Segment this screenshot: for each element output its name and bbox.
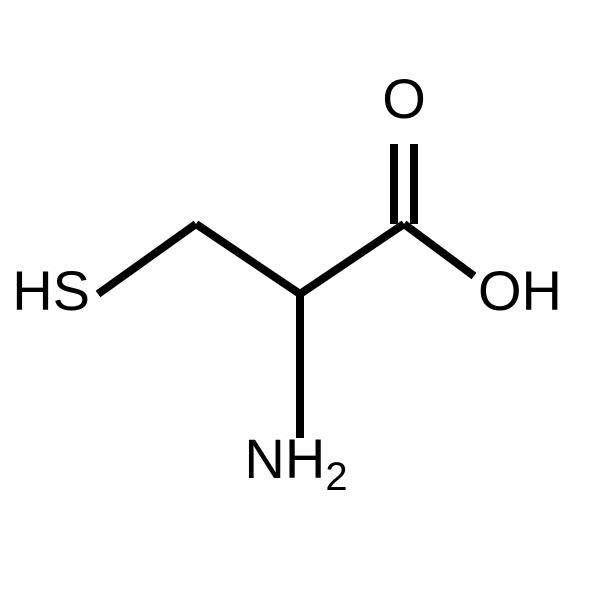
bond-line (98, 224, 196, 294)
bond-line (196, 224, 300, 294)
atom-label-HS: HS (12, 259, 90, 322)
atom-label-OH: OH (478, 259, 562, 322)
bond-line (404, 224, 474, 276)
atom-label-O_dbl: O (382, 67, 426, 130)
atom-label-NH2: NH2 (244, 427, 347, 499)
molecule-diagram: HS O OH NH2 (0, 0, 600, 600)
bond-line (300, 224, 404, 294)
